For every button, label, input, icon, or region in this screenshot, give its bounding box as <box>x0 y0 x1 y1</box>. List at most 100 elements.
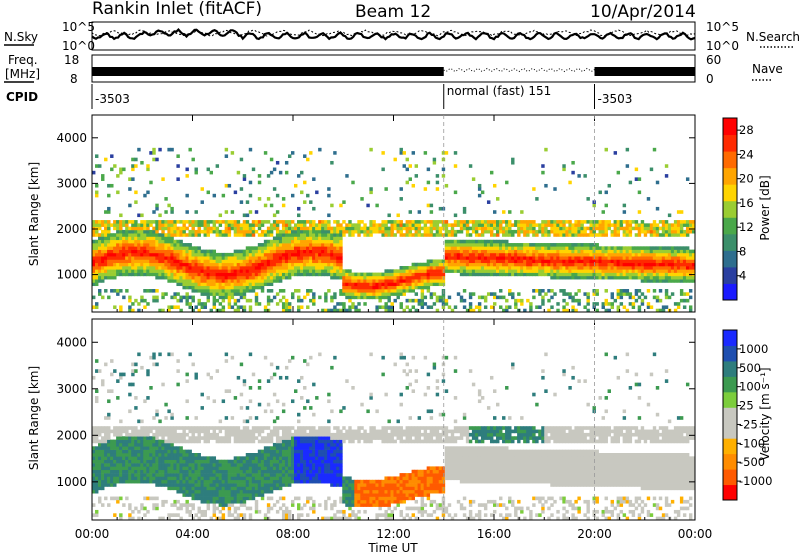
power-cell <box>462 239 467 244</box>
power-cell <box>170 246 174 250</box>
power-cell <box>312 259 316 264</box>
power-cell <box>438 298 443 303</box>
velocity-cell <box>203 429 207 434</box>
power-cell <box>155 236 159 241</box>
power-cell <box>420 233 425 237</box>
power-cell <box>682 275 687 280</box>
power-cell <box>324 266 328 270</box>
power-cell <box>574 298 578 303</box>
power-cell <box>339 266 343 270</box>
power-cell <box>209 275 213 280</box>
power-cell <box>224 223 229 227</box>
velocity-cell <box>125 436 129 440</box>
velocity-cell <box>191 453 195 457</box>
power-cell <box>604 298 608 303</box>
power-cell <box>333 233 337 237</box>
velocity-cell <box>215 479 220 484</box>
velocity-cell <box>215 439 220 444</box>
power-cell <box>119 229 123 234</box>
power-cell <box>480 252 485 257</box>
power-cell <box>116 256 120 260</box>
power-colorbar-label: Power [dB] <box>758 175 772 240</box>
velocity-cell <box>164 426 168 430</box>
velocity-cell <box>203 489 207 494</box>
power-cell <box>128 236 132 241</box>
velocity-cell <box>200 473 204 477</box>
velocity-cell <box>206 486 210 491</box>
power-cell <box>113 256 117 260</box>
power-cell <box>550 266 554 270</box>
power-cell <box>330 252 334 257</box>
power-cell <box>227 295 232 300</box>
power-cell <box>577 272 581 277</box>
velocity-cell <box>179 436 183 440</box>
power-cell <box>411 226 416 231</box>
power-cell <box>98 249 102 254</box>
power-cell <box>224 266 229 270</box>
power-cell <box>155 295 159 300</box>
velocity-cell <box>233 483 238 487</box>
power-cell <box>290 193 295 198</box>
power-cell <box>571 259 575 264</box>
power-cell <box>179 243 183 247</box>
power-cell <box>351 223 355 227</box>
velocity-cell <box>221 466 226 471</box>
power-cell <box>257 266 262 270</box>
power-cell <box>637 266 642 270</box>
power-cell <box>164 272 168 277</box>
power-cell <box>128 272 132 277</box>
power-cell <box>541 295 545 300</box>
velocity-cell <box>92 436 96 440</box>
power-cell <box>502 233 506 237</box>
power-cell <box>351 302 355 306</box>
power-cell <box>297 256 301 260</box>
power-cell <box>113 259 117 264</box>
power-cell <box>574 256 578 260</box>
power-cell <box>263 243 268 247</box>
power-cell <box>655 259 660 264</box>
power-cell <box>266 229 271 234</box>
power-cell <box>640 302 645 306</box>
power-cell <box>381 229 385 234</box>
power-cell <box>110 259 114 264</box>
velocity-cell <box>101 453 105 457</box>
power-cell <box>640 266 645 270</box>
power-cell <box>411 183 416 188</box>
velocity-cell <box>149 439 153 444</box>
power-cell <box>140 266 144 270</box>
power-cell <box>306 249 310 254</box>
velocity-cell <box>107 389 111 393</box>
power-cell <box>598 233 602 237</box>
power-cell <box>661 246 666 250</box>
power-cell <box>363 275 367 280</box>
power-cell <box>396 285 400 290</box>
power-cell <box>215 285 220 290</box>
power-cell <box>336 269 340 273</box>
power-cell <box>441 292 446 296</box>
power-cell <box>92 233 96 237</box>
power-cell <box>556 269 560 273</box>
power-cell <box>287 229 292 234</box>
power-cell <box>390 223 394 227</box>
velocity-cell <box>212 466 217 471</box>
freq-label: Freq. <box>8 53 38 67</box>
power-cell <box>499 252 503 257</box>
power-cell <box>113 223 117 227</box>
velocity-cell <box>173 453 177 457</box>
power-cell <box>149 262 153 267</box>
power-colorbar-bin <box>723 233 737 251</box>
power-cell <box>272 275 277 280</box>
power-cell <box>423 285 428 290</box>
velocity-cell <box>206 459 210 464</box>
power-cell <box>155 226 159 231</box>
power-cell <box>336 262 340 267</box>
power-cell <box>333 151 337 155</box>
power-cell <box>227 266 232 270</box>
power-cell <box>438 295 443 300</box>
power-cell <box>182 262 186 267</box>
power-cell <box>589 252 593 257</box>
power-cell <box>140 213 144 218</box>
power-cell <box>269 223 274 227</box>
power-cell <box>477 193 482 198</box>
velocity-cell <box>200 479 204 484</box>
